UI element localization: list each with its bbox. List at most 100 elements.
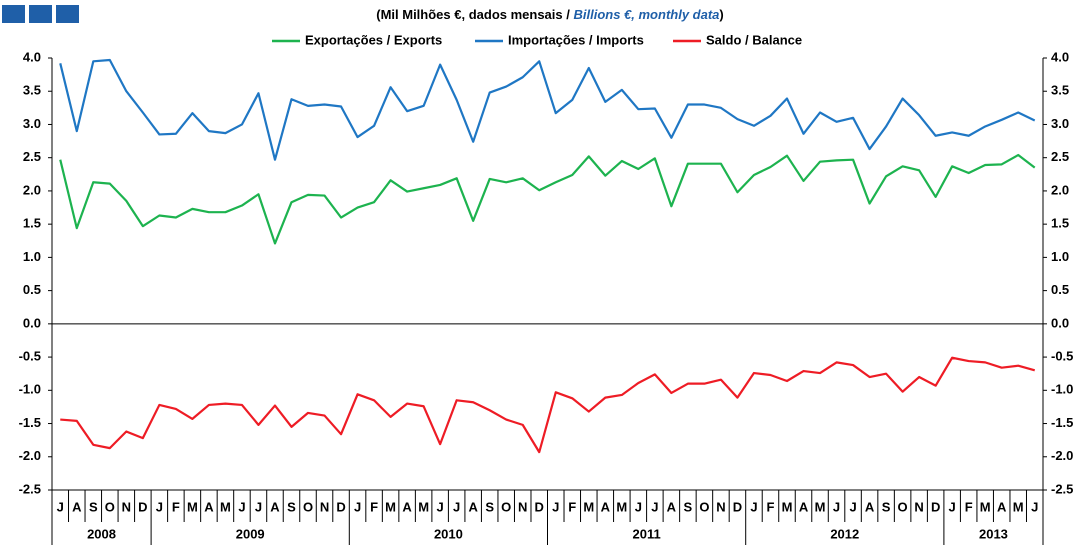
x-tick-label: S bbox=[684, 499, 693, 514]
y2-tick-label: -1.0 bbox=[1051, 382, 1073, 397]
x-tick-label: M bbox=[616, 499, 627, 514]
x-tick-label: J bbox=[949, 499, 956, 514]
x-tick-label: A bbox=[997, 499, 1007, 514]
y2-tick-label: -2.5 bbox=[1051, 481, 1073, 496]
year-label: 2012 bbox=[830, 526, 859, 541]
x-tick-label: N bbox=[914, 499, 923, 514]
y2-tick-label: 1.5 bbox=[1051, 216, 1069, 231]
y2-tick-label: 0.5 bbox=[1051, 282, 1069, 297]
x-tick-label: A bbox=[799, 499, 809, 514]
y-tick-label: 4.0 bbox=[23, 49, 41, 64]
x-tick-label: A bbox=[204, 499, 214, 514]
x-tick-label: A bbox=[270, 499, 280, 514]
y-tick-label: 2.5 bbox=[23, 149, 41, 164]
x-tick-label: D bbox=[733, 499, 742, 514]
x-tick-label: M bbox=[583, 499, 594, 514]
x-tick-label: F bbox=[370, 499, 378, 514]
subtitle-close: ) bbox=[719, 7, 723, 22]
x-tick-label: M bbox=[187, 499, 198, 514]
y2-tick-label: -2.0 bbox=[1051, 448, 1073, 463]
x-tick-label: J bbox=[57, 499, 64, 514]
x-tick-label: D bbox=[931, 499, 940, 514]
x-tick-label: S bbox=[287, 499, 296, 514]
year-label: 2013 bbox=[979, 526, 1008, 541]
series-line bbox=[59, 153, 1036, 245]
y-tick-label: -0.5 bbox=[19, 349, 41, 364]
y-tick-label: 1.0 bbox=[23, 249, 41, 264]
x-tick-label: J bbox=[453, 499, 460, 514]
legend-label: Saldo / Balance bbox=[706, 32, 802, 47]
subtitle-pt: (Mil Milhões €, dados mensais / bbox=[376, 7, 570, 22]
y2-tick-label: 3.0 bbox=[1051, 116, 1069, 131]
year-label: 2009 bbox=[236, 526, 265, 541]
year-label: 2011 bbox=[632, 526, 660, 541]
x-tick-label: D bbox=[336, 499, 345, 514]
year-label: 2010 bbox=[434, 526, 463, 541]
x-tick-label: F bbox=[965, 499, 973, 514]
y2-tick-label: 4.0 bbox=[1051, 49, 1069, 64]
x-tick-label: N bbox=[716, 499, 725, 514]
x-tick-label: O bbox=[303, 499, 313, 514]
legend-label: Importações / Imports bbox=[508, 32, 644, 47]
x-tick-label: A bbox=[865, 499, 875, 514]
x-tick-label: A bbox=[72, 499, 82, 514]
x-tick-label: O bbox=[898, 499, 908, 514]
x-tick-label: J bbox=[437, 499, 444, 514]
x-tick-label: F bbox=[172, 499, 180, 514]
x-tick-label: J bbox=[750, 499, 757, 514]
logo-block bbox=[56, 5, 79, 23]
y2-tick-label: 0.0 bbox=[1051, 315, 1069, 330]
x-tick-label: N bbox=[518, 499, 527, 514]
x-tick-label: M bbox=[1013, 499, 1024, 514]
series-line bbox=[59, 58, 1036, 161]
y-tick-label: 3.5 bbox=[23, 83, 41, 98]
x-tick-label: D bbox=[535, 499, 544, 514]
y-tick-label: 0.5 bbox=[23, 282, 41, 297]
subtitle: (Mil Milhões €, dados mensais / Billions… bbox=[376, 7, 724, 22]
x-tick-label: A bbox=[667, 499, 677, 514]
logo-block bbox=[29, 5, 52, 23]
subtitle-en: Billions €, monthly data bbox=[573, 7, 719, 22]
y-tick-label: 3.0 bbox=[23, 116, 41, 131]
x-tick-label: J bbox=[156, 499, 163, 514]
x-tick-label: O bbox=[501, 499, 511, 514]
legend-label: Exportações / Exports bbox=[305, 32, 442, 47]
series-line bbox=[60, 356, 1036, 454]
logo-block bbox=[2, 5, 25, 23]
x-tick-label: N bbox=[122, 499, 131, 514]
x-tick-label: S bbox=[89, 499, 98, 514]
y2-tick-label: -0.5 bbox=[1051, 349, 1073, 364]
x-tick-label: J bbox=[354, 499, 361, 514]
x-tick-label: N bbox=[320, 499, 329, 514]
x-tick-label: J bbox=[635, 499, 642, 514]
x-tick-label: F bbox=[766, 499, 774, 514]
x-tick-label: O bbox=[105, 499, 115, 514]
x-tick-label: J bbox=[651, 499, 658, 514]
y-tick-label: 2.0 bbox=[23, 182, 41, 197]
x-tick-label: A bbox=[402, 499, 412, 514]
y2-tick-label: -1.5 bbox=[1051, 415, 1073, 430]
x-tick-label: A bbox=[468, 499, 478, 514]
x-tick-label: J bbox=[833, 499, 840, 514]
y-tick-label: 1.5 bbox=[23, 216, 41, 231]
y-tick-label: -2.0 bbox=[19, 448, 41, 463]
x-tick-label: S bbox=[485, 499, 494, 514]
x-tick-label: F bbox=[568, 499, 576, 514]
y-tick-label: -1.5 bbox=[19, 415, 41, 430]
x-tick-label: J bbox=[238, 499, 245, 514]
x-tick-label: J bbox=[552, 499, 559, 514]
y2-tick-label: 2.5 bbox=[1051, 149, 1069, 164]
y2-tick-label: 3.5 bbox=[1051, 83, 1069, 98]
y-tick-label: 0.0 bbox=[23, 315, 41, 330]
y2-tick-label: 2.0 bbox=[1051, 182, 1069, 197]
y2-tick-label: 1.0 bbox=[1051, 249, 1069, 264]
x-tick-label: J bbox=[255, 499, 262, 514]
x-tick-label: M bbox=[782, 499, 793, 514]
x-tick-label: M bbox=[815, 499, 826, 514]
x-tick-label: M bbox=[220, 499, 231, 514]
y-tick-label: -1.0 bbox=[19, 382, 41, 397]
y-tick-label: -2.5 bbox=[19, 481, 41, 496]
x-tick-label: M bbox=[385, 499, 396, 514]
year-label: 2008 bbox=[87, 526, 116, 541]
